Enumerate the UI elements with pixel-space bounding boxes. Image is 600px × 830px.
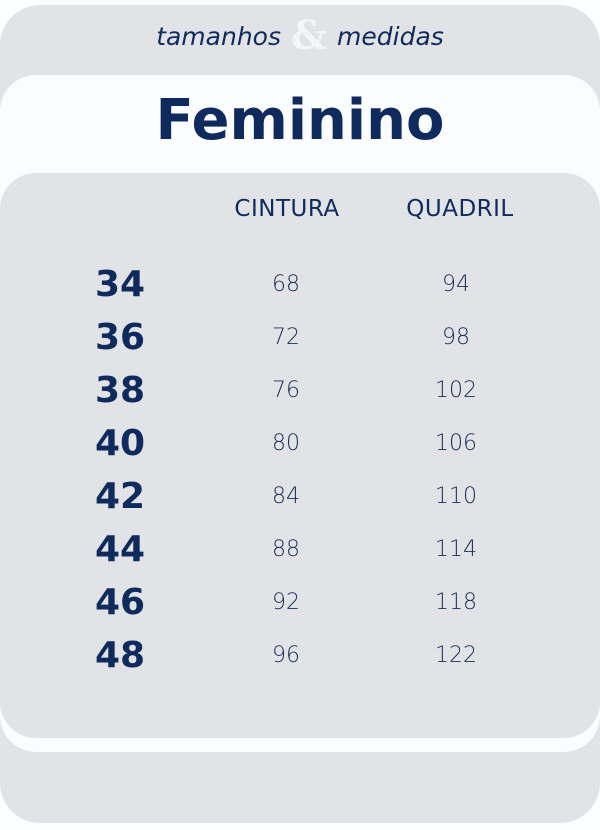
table-row: 36 72 98 [0,317,600,370]
cintura-value: 84 [272,484,300,509]
size-label: 48 [94,635,146,676]
table-row: 38 76 102 [0,370,600,423]
table-row: 48 96 122 [0,635,600,688]
column-header-quadril: QUADRIL [406,196,514,222]
quadril-value: 114 [435,537,477,562]
quadril-value: 118 [435,590,477,615]
quadril-value: 98 [442,325,470,350]
quadril-value: 102 [435,378,477,403]
table-row: 42 84 110 [0,476,600,529]
size-table-card [0,173,600,738]
size-label: 38 [94,370,146,411]
subtitle-left: tamanhos [156,22,281,51]
size-label: 46 [94,582,146,623]
quadril-value: 94 [442,272,470,297]
column-header-cintura: CINTURA [234,196,340,222]
size-label: 42 [94,476,146,517]
quadril-value: 110 [435,484,477,509]
size-label: 44 [94,529,146,570]
quadril-value: 106 [435,431,477,456]
ampersand-logo: & [290,12,328,59]
quadril-value: 122 [435,643,477,668]
size-label: 34 [94,264,146,305]
cintura-value: 92 [272,590,300,615]
table-row: 44 88 114 [0,529,600,582]
size-label: 40 [94,423,146,464]
cintura-value: 80 [272,431,300,456]
cintura-value: 68 [272,272,300,297]
size-label: 36 [94,317,146,358]
cintura-value: 72 [272,325,300,350]
table-row: 46 92 118 [0,582,600,635]
cintura-value: 76 [272,378,300,403]
cintura-value: 96 [272,643,300,668]
table-row: 34 68 94 [0,264,600,317]
subtitle-right: medidas [337,22,444,51]
subtitle: tamanhos & medidas [0,16,600,56]
table-row: 40 80 106 [0,423,600,476]
page-title: Feminino [155,88,445,153]
cintura-value: 88 [272,537,300,562]
